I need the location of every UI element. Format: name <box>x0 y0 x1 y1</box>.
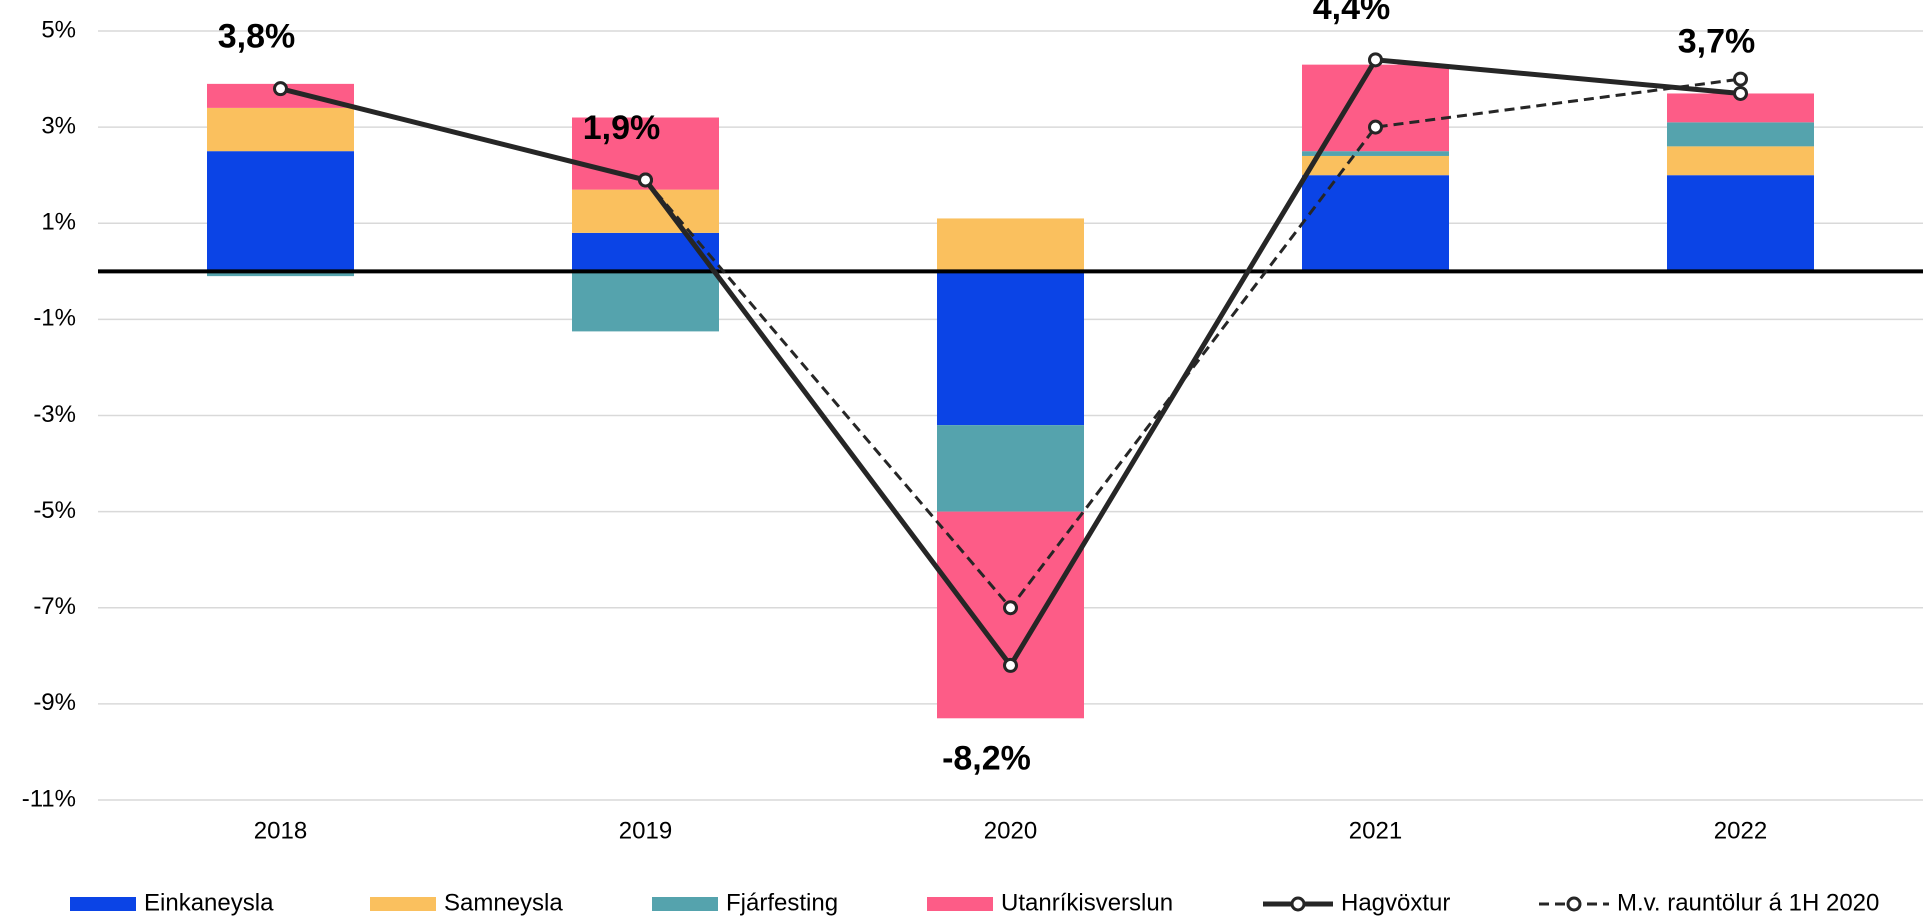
marker <box>1003 657 1018 673</box>
marker <box>1368 119 1383 135</box>
legend-swatch <box>70 897 136 911</box>
bar <box>1667 146 1814 176</box>
bar <box>1302 175 1449 272</box>
bar <box>937 218 1084 272</box>
legend-swatch <box>1290 896 1306 912</box>
legend-label: M.v. rauntölur á 1H 2020 <box>1617 889 1879 916</box>
bar <box>207 151 354 272</box>
y-tick-label: -9% <box>33 689 76 716</box>
y-tick-label: -7% <box>33 593 76 620</box>
legend-label: Hagvöxtur <box>1341 889 1450 916</box>
legend-label: Fjárfesting <box>726 889 838 916</box>
bar <box>1667 122 1814 147</box>
bar <box>572 232 719 272</box>
data-label: 1,9% <box>583 109 661 147</box>
y-tick-label: -3% <box>33 401 76 428</box>
legend-label: Einkaneysla <box>144 889 274 916</box>
data-label: 3,7% <box>1678 22 1756 60</box>
bar <box>207 107 354 152</box>
data-label: -8,2% <box>942 739 1031 777</box>
y-tick-label: -11% <box>22 785 76 812</box>
line <box>644 77 1741 611</box>
marker <box>1368 52 1383 68</box>
marker <box>1733 71 1748 87</box>
bar <box>1302 151 1449 156</box>
y-tick-label: -5% <box>33 497 76 524</box>
data-label: 4,4% <box>1313 0 1391 27</box>
data-label: 3,8% <box>218 18 296 56</box>
x-tick-label: 2019 <box>619 817 672 844</box>
bar <box>937 425 1084 512</box>
y-tick-label: 3% <box>41 112 76 139</box>
y-tick-label: 1% <box>41 209 76 236</box>
bar <box>1667 175 1814 272</box>
bar <box>572 271 719 332</box>
legend-label: Samneysla <box>444 889 563 916</box>
marker <box>1003 600 1018 616</box>
y-tick-label: 5% <box>41 16 76 43</box>
y-tick-label: -1% <box>33 305 76 332</box>
marker <box>638 172 653 188</box>
x-tick-label: 2021 <box>1349 817 1402 844</box>
legend-swatch <box>370 897 436 911</box>
legend-swatch <box>652 897 718 911</box>
bar <box>207 271 354 277</box>
x-tick-label: 2022 <box>1714 817 1767 844</box>
bar <box>572 189 719 233</box>
x-tick-label: 2020 <box>984 817 1037 844</box>
bar <box>1302 155 1449 176</box>
bar <box>937 271 1084 426</box>
x-tick-label: 2018 <box>254 817 307 844</box>
legend-swatch <box>1566 896 1582 912</box>
marker <box>1733 85 1748 101</box>
marker <box>273 81 288 97</box>
legend-swatch <box>927 897 993 911</box>
bar <box>1302 64 1449 152</box>
legend-label: Utanríkisverslun <box>1001 889 1173 916</box>
